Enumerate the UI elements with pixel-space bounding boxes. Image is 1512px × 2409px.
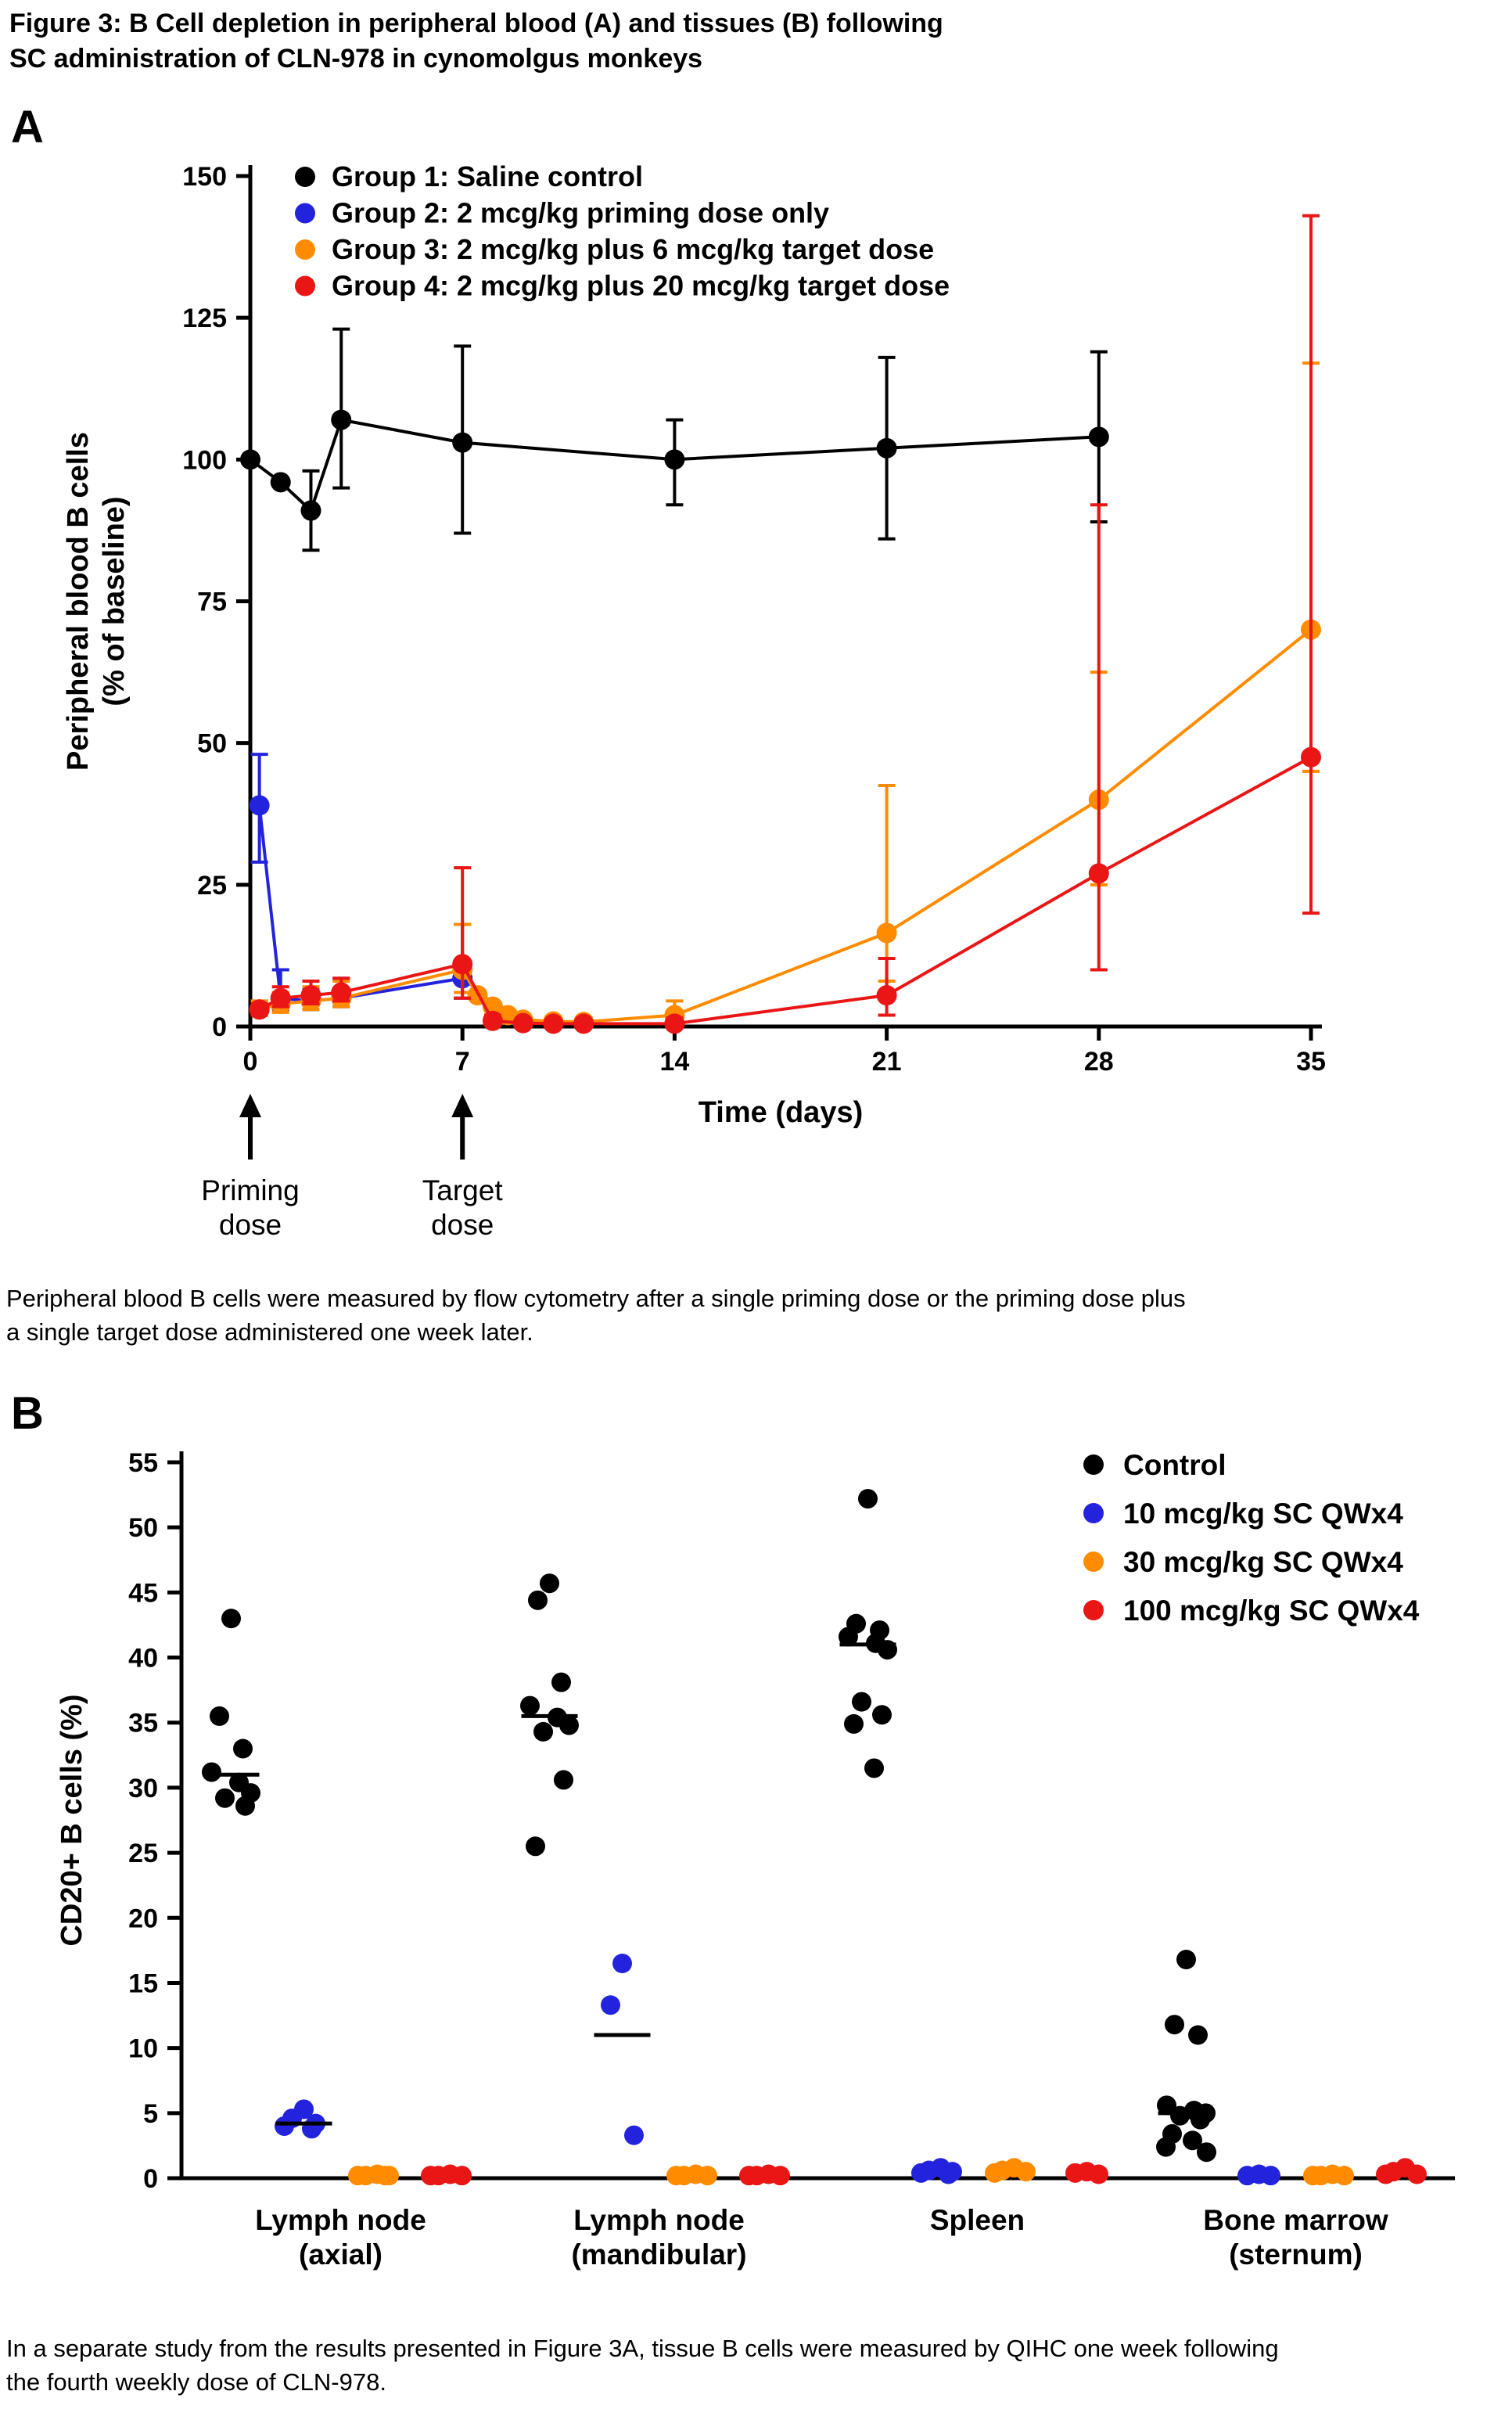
panel-a-caption-line1: Peripheral blood B cells were measured b… (6, 1285, 1186, 1312)
legend-marker-icon (1083, 1600, 1104, 1620)
svg-text:(mandibular): (mandibular) (571, 2238, 746, 2271)
svg-text:Peripheral blood B cells: Peripheral blood B cells (62, 432, 95, 771)
svg-text:30: 30 (128, 1774, 158, 1803)
svg-text:55: 55 (128, 1448, 158, 1478)
legend-marker-icon (1083, 1503, 1104, 1523)
figure-title: Figure 3: B Cell depletion in peripheral… (9, 6, 943, 77)
svg-text:dose: dose (219, 1209, 282, 1241)
svg-text:20: 20 (128, 1904, 158, 1933)
svg-text:Lymph node: Lymph node (255, 2204, 426, 2236)
panel-a-legend: Group 1: Saline control Group 2: 2 mcg/kg… (295, 160, 950, 302)
svg-text:5: 5 (143, 2099, 158, 2129)
panel-b-caption: In a separate study from the results pre… (6, 2332, 1492, 2400)
legend-marker-icon (1083, 1454, 1104, 1475)
svg-text:10 mcg/kg SC QWx4: 10 mcg/kg SC QWx4 (1123, 1498, 1403, 1530)
svg-text:28: 28 (1084, 1047, 1114, 1077)
panel-a-series-1 (240, 327, 1109, 552)
svg-text:Group 2: 2 mcg/kg priming dose: Group 2: 2 mcg/kg priming dose only (332, 197, 829, 229)
figure-title-line1: Figure 3: B Cell depletion in peripheral… (9, 9, 943, 38)
svg-text:50: 50 (128, 1513, 158, 1543)
panel-b-series-2 (275, 1954, 1280, 2186)
svg-text:150: 150 (182, 162, 227, 192)
panel-b-label: B (11, 1388, 44, 1439)
svg-text:Time (days): Time (days) (699, 1096, 863, 1129)
svg-text:0: 0 (212, 1012, 227, 1042)
legend-marker-icon (295, 167, 315, 187)
svg-text:Group 3: 2 mcg/kg plus 6 mcg/k: Group 3: 2 mcg/kg plus 6 mcg/kg target d… (332, 233, 934, 265)
panel-a-caption: Peripheral blood B cells were measured b… (6, 1282, 1477, 1350)
panel-b-series-1 (202, 1489, 1216, 2163)
svg-text:0: 0 (143, 2164, 158, 2194)
panel-a-series-4 (249, 214, 1321, 1034)
svg-text:30 mcg/kg SC QWx4: 30 mcg/kg SC QWx4 (1123, 1546, 1403, 1578)
svg-text:25: 25 (197, 871, 227, 901)
svg-text:CD20+ B cells (%): CD20+ B cells (%) (56, 1694, 88, 1946)
legend-marker-icon (295, 239, 315, 260)
svg-text:14: 14 (659, 1047, 689, 1077)
legend-marker-icon (295, 275, 315, 297)
panel-b-caption-line2: the fourth weekly dose of CLN-978. (6, 2368, 386, 2396)
svg-text:Target: Target (422, 1174, 504, 1206)
svg-text:35: 35 (1296, 1047, 1326, 1077)
svg-text:50: 50 (197, 729, 227, 759)
svg-text:Bone marrow: Bone marrow (1203, 2204, 1388, 2236)
svg-text:100 mcg/kg SC QWx4: 100 mcg/kg SC QWx4 (1123, 1595, 1420, 1627)
svg-text:10: 10 (128, 2034, 158, 2064)
svg-text:7: 7 (455, 1047, 470, 1077)
panel-a-caption-line2: a single target dose administered one we… (6, 1318, 533, 1347)
panel-a-label: A (11, 102, 44, 153)
panel-a-chart: 0 25 50 75 100 125 150 0 7 14 21 28 35 Time (days) Per… (62, 160, 1326, 1241)
svg-text:(% of baseline): (% of baseline) (98, 496, 131, 706)
panel-a-series-2 (249, 753, 473, 1012)
svg-text:15: 15 (128, 1969, 158, 1998)
up-arrow-icon (239, 1094, 261, 1117)
legend-marker-icon (295, 203, 315, 224)
panel-a-series-3 (249, 361, 1321, 1033)
panel-b-caption-line1: In a separate study from the results pre… (6, 2335, 1279, 2362)
svg-text:Priming: Priming (201, 1174, 299, 1206)
svg-text:45: 45 (128, 1578, 158, 1608)
legend-marker-icon (1083, 1551, 1104, 1572)
svg-text:75: 75 (197, 588, 227, 617)
svg-text:Group 1: Saline control: Group 1: Saline control (332, 160, 643, 192)
svg-text:dose: dose (431, 1209, 494, 1241)
svg-text:(axial): (axial) (299, 2238, 382, 2271)
svg-text:125: 125 (182, 304, 227, 333)
svg-text:0: 0 (243, 1047, 258, 1077)
svg-text:25: 25 (128, 1839, 158, 1868)
panel-a-axes: 0 25 50 75 100 125 150 0 7 14 21 28 35 Time (days) Per… (62, 162, 1326, 1129)
svg-text:Control: Control (1123, 1449, 1226, 1481)
up-arrow-icon (451, 1094, 474, 1117)
panel-b-series-4 (421, 2158, 1427, 2186)
svg-text:Group 4: 2 mcg/kg plus 20 mcg/: Group 4: 2 mcg/kg plus 20 mcg/kg target … (332, 270, 950, 302)
svg-text:Spleen: Spleen (930, 2204, 1025, 2236)
svg-text:100: 100 (182, 445, 227, 475)
svg-text:(sternum): (sternum) (1229, 2238, 1363, 2271)
panel-b-legend: Control 10 mcg/kg SC QWx4 30 mcg/kg SC QWx… (1083, 1449, 1420, 1627)
svg-text:35: 35 (128, 1709, 158, 1738)
panel-b-series-3 (348, 2158, 1354, 2186)
figure-title-line2: SC administration of CLN-978 in cynomolg… (9, 43, 703, 74)
svg-text:40: 40 (128, 1644, 158, 1674)
svg-text:Lymph node: Lymph node (573, 2204, 745, 2236)
svg-text:21: 21 (872, 1047, 902, 1077)
